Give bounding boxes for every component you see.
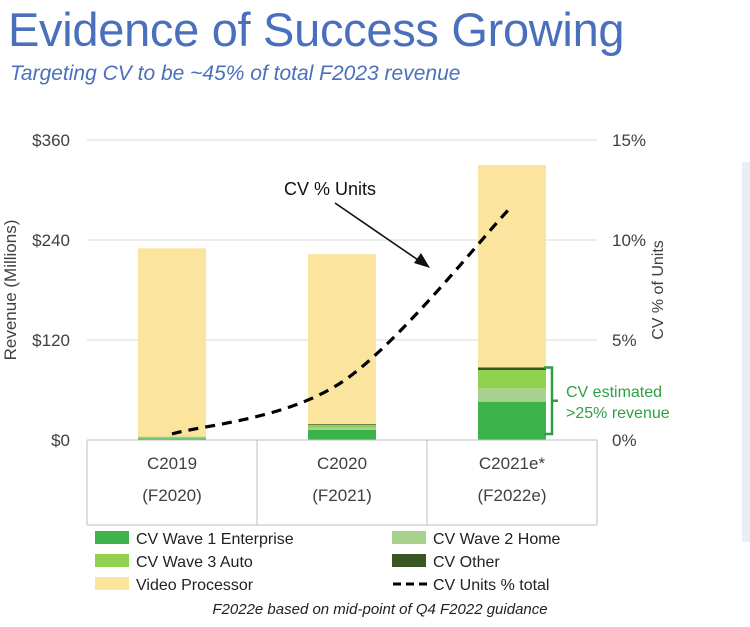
- legend-swatch: [95, 531, 129, 544]
- y2-tick-label: 5%: [612, 331, 637, 350]
- x-tick-label: C2020: [317, 454, 367, 473]
- x-tick-label: C2019: [147, 454, 197, 473]
- y-tick-label: $120: [32, 331, 70, 350]
- annotations: CV % Units CV estimated >25% revenue: [284, 179, 670, 436]
- annotation-arrowhead: [414, 253, 430, 268]
- x-tick-sublabel: (F2021): [312, 486, 372, 505]
- legend: CV Wave 1 Enterprise CV Wave 2 Home CV Wav…: [95, 531, 561, 594]
- x-tick-label: C2021e*: [479, 454, 546, 473]
- y2-axis-label: CV % of Units: [650, 240, 667, 340]
- legend-label: CV Wave 3 Auto: [136, 554, 253, 571]
- bar-segment: [478, 165, 546, 368]
- bar-segment: [138, 438, 206, 440]
- bar-segment: [308, 427, 376, 430]
- x-tick-sublabel: (F2020): [142, 486, 202, 505]
- y2-tick-label: 0%: [612, 431, 637, 450]
- annotation-arrow-shaft: [334, 202, 422, 263]
- bar-segment: [478, 388, 546, 402]
- legend-label: CV Wave 2 Home: [433, 531, 561, 548]
- legend-label: CV Other: [433, 554, 500, 571]
- bar-segment: [478, 367, 546, 370]
- legend-swatch: [95, 577, 129, 590]
- legend-label: CV Wave 1 Enterprise: [136, 531, 294, 548]
- legend-swatch: [392, 531, 426, 544]
- bar-segment: [308, 424, 376, 425]
- bar-segment: [138, 248, 206, 437]
- page-subtitle: Targeting CV to be ~45% of total F2023 r…: [10, 62, 461, 85]
- annotation-cv-estimated: >25% revenue: [566, 405, 670, 422]
- annotation-cv-units: CV % Units: [284, 179, 376, 199]
- y-tick-label: $0: [51, 431, 70, 450]
- bar-segment: [308, 430, 376, 440]
- bar-segment: [308, 425, 376, 428]
- bar-segment: [308, 254, 376, 425]
- y-axis-label: Revenue (Millions): [1, 220, 20, 361]
- bar-segment: [138, 437, 206, 439]
- annotation-cv-estimated: CV estimated: [566, 384, 662, 401]
- legend-label: CV Units % total: [433, 577, 549, 594]
- x-tick-sublabel: (F2022e): [478, 486, 547, 505]
- bar-segment: [138, 436, 206, 438]
- y-tick-label: $240: [32, 231, 70, 250]
- cv-units-line: [171, 204, 514, 436]
- legend-label: Video Processor: [136, 577, 254, 594]
- y-tick-label: $360: [32, 131, 70, 150]
- y2-tick-label: 10%: [612, 231, 646, 250]
- legend-swatch: [392, 554, 426, 567]
- bar-segment: [478, 370, 546, 389]
- axes: $0 $120 $240 $360 0% 5% 10% 15% C2019 (F2020) C202…: [32, 131, 646, 526]
- side-panel-edge: [742, 162, 750, 542]
- y2-tick-label: 15%: [612, 131, 646, 150]
- page-title: Evidence of Success Growing: [8, 3, 625, 56]
- cv-units-dashed-line: [171, 204, 514, 436]
- footnote: F2022e based on mid-point of Q4 F2022 gu…: [212, 601, 547, 618]
- legend-swatch: [95, 554, 129, 567]
- stacked-bars: [138, 165, 546, 440]
- bar-segment: [478, 401, 546, 440]
